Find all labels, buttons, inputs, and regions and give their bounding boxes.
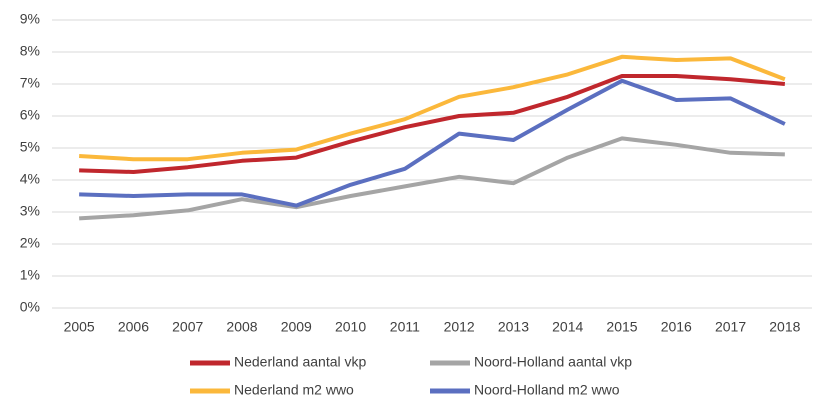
x-tick-label: 2006	[118, 319, 149, 335]
x-tick-label: 2007	[172, 319, 203, 335]
x-tick-label: 2005	[64, 319, 95, 335]
y-tick-label: 3%	[20, 203, 40, 219]
series-line	[79, 74, 786, 174]
series-line	[79, 54, 786, 162]
legend-label: Nederland aantal vkp	[234, 354, 367, 370]
legend-label: Noord-Holland m2 wwo	[474, 382, 620, 398]
x-tick-label: 2015	[606, 319, 637, 335]
y-tick-label: 1%	[20, 267, 40, 283]
y-tick-label: 7%	[20, 75, 40, 91]
y-tick-label: 9%	[20, 11, 40, 27]
series-line	[79, 136, 785, 221]
legend-label: Nederland m2 wwo	[234, 382, 354, 398]
series-line	[79, 78, 786, 208]
y-tick-label: 8%	[20, 43, 40, 59]
y-tick-label: 2%	[20, 235, 40, 251]
x-tick-label: 2012	[444, 319, 475, 335]
y-tick-label: 5%	[20, 139, 40, 155]
y-tick-label: 4%	[20, 171, 40, 187]
y-tick-label: 0%	[20, 299, 40, 315]
x-tick-label: 2016	[661, 319, 692, 335]
x-tick-label: 2008	[226, 319, 257, 335]
x-tick-label: 2014	[552, 319, 583, 335]
x-tick-label: 2009	[281, 319, 312, 335]
x-tick-label: 2011	[390, 319, 420, 335]
legend-label: Noord-Holland aantal vkp	[474, 354, 632, 370]
x-tick-label: 2010	[335, 319, 366, 335]
x-tick-label: 2017	[715, 319, 746, 335]
x-tick-label: 2018	[769, 319, 800, 335]
x-tick-label: 2013	[498, 319, 529, 335]
y-tick-label: 6%	[20, 107, 40, 123]
